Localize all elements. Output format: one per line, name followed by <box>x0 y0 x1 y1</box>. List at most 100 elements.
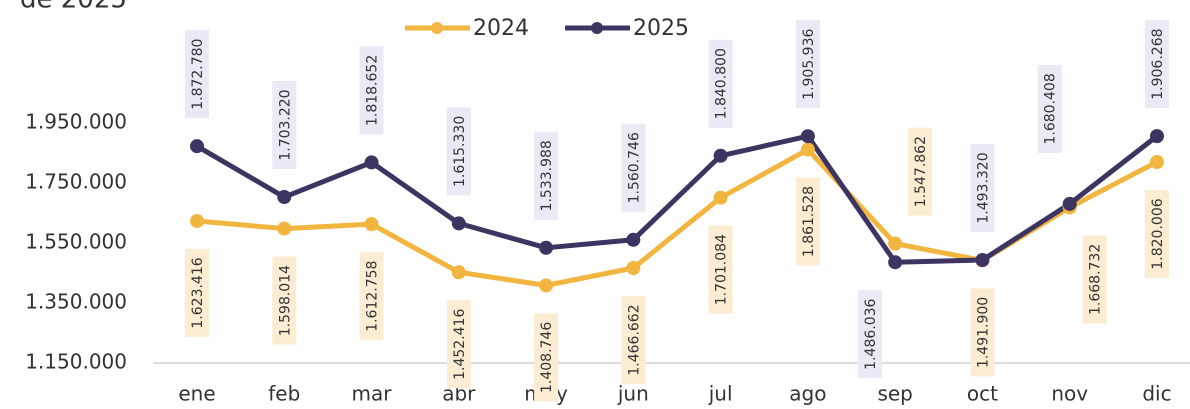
data-label-text: 1.466.662 <box>626 304 642 375</box>
data-label: 1.598.014 <box>272 256 297 345</box>
series-line <box>195 133 1159 265</box>
data-label: 1.408.746 <box>534 313 559 402</box>
data-label-text: 1.623.416 <box>190 257 206 328</box>
x-tick-label: feb <box>268 382 300 406</box>
data-label: 1.452.416 <box>446 300 471 389</box>
point <box>713 148 728 163</box>
point <box>888 236 903 251</box>
data-label-text: 1.820.006 <box>1150 198 1166 269</box>
data-label: 1.491.900 <box>970 288 995 377</box>
point <box>190 213 204 228</box>
data-label-box <box>1082 235 1107 324</box>
data-label-text: 1.547.862 <box>913 136 929 207</box>
data-label-text: 1.872.780 <box>190 39 206 110</box>
x-tick-label: oct <box>967 382 998 406</box>
data-label: 1.872.780 <box>185 30 209 119</box>
data-label: 1.466.662 <box>621 296 646 385</box>
data-label-text: 1.560.746 <box>626 132 642 203</box>
data-label-box <box>359 252 384 341</box>
data-label-box <box>272 81 297 170</box>
data-label-box <box>795 177 820 266</box>
point <box>1149 154 1164 169</box>
data-label-text: 1.668.732 <box>1088 244 1104 315</box>
data-label: 1.493.320 <box>970 144 995 233</box>
point <box>626 232 641 247</box>
data-label-box <box>795 20 820 109</box>
point <box>975 253 990 268</box>
data-label-text: 1.486.036 <box>863 298 879 369</box>
point <box>451 265 466 280</box>
data-label-box <box>970 288 995 377</box>
series-line <box>196 147 1159 288</box>
data-label: 1.668.732 <box>1082 235 1107 324</box>
point <box>364 155 379 170</box>
legend-marker <box>431 22 443 34</box>
data-label: 1.612.758 <box>359 252 384 341</box>
data-label-text: 1.491.900 <box>975 297 991 368</box>
point <box>888 255 903 270</box>
data-label-text: 1.493.320 <box>975 152 991 223</box>
data-label: 1.623.416 <box>185 248 209 337</box>
x-tick-label: ene <box>178 382 215 406</box>
data-label-text: 1.906.268 <box>1150 28 1166 99</box>
y-tick-label: 1.550.000 <box>25 230 127 254</box>
data-label-box <box>185 30 209 119</box>
data-label: 1.818.652 <box>359 46 384 135</box>
data-label-box <box>185 248 209 337</box>
y-tick-label: 1.950.000 <box>25 110 127 134</box>
data-label-box <box>1144 20 1169 109</box>
point <box>1062 196 1077 211</box>
data-label: 1.906.268 <box>1144 20 1169 109</box>
point <box>277 221 292 236</box>
data-label-box <box>621 123 646 212</box>
data-label-box <box>446 107 471 196</box>
data-label-box <box>708 225 733 314</box>
data-label-text: 1.533.988 <box>539 140 555 211</box>
data-label-text: 1.612.758 <box>365 261 381 332</box>
x-tick-label: sep <box>877 382 912 406</box>
data-label: 1.905.936 <box>795 20 820 109</box>
data-label-box <box>708 39 733 128</box>
data-label-text: 1.905.936 <box>801 29 817 100</box>
data-label-text: 1.615.330 <box>452 116 468 187</box>
data-label: 1.533.988 <box>534 131 559 220</box>
data-label: 1.861.528 <box>795 177 820 266</box>
data-label-text: 1.408.746 <box>539 322 555 393</box>
data-label-box <box>908 127 933 216</box>
y-tick-label: 1.350.000 <box>25 290 127 314</box>
data-label-box <box>621 296 646 385</box>
data-label: 1.560.746 <box>621 123 646 212</box>
chart-title: de 2025 <box>20 0 127 15</box>
data-label: 1.680.408 <box>1037 64 1062 153</box>
legend-marker <box>591 22 603 34</box>
point <box>713 190 728 205</box>
data-label: 1.820.006 <box>1144 189 1169 278</box>
x-tick-label: nov <box>1051 382 1088 406</box>
data-label: 1.703.220 <box>272 81 297 170</box>
data-label-text: 1.598.014 <box>277 265 293 336</box>
data-label-box <box>534 131 559 220</box>
point <box>800 129 815 144</box>
point <box>539 240 554 255</box>
point <box>277 190 292 205</box>
data-label-box <box>1144 189 1169 278</box>
x-tick-label: dic <box>1142 382 1171 406</box>
data-label: 1.701.084 <box>708 225 733 314</box>
data-label-box <box>272 256 297 345</box>
x-tick-label: jun <box>617 382 649 406</box>
legend-label: 2025 <box>633 16 689 41</box>
data-label-text: 1.703.220 <box>277 89 293 160</box>
data-label-box <box>534 313 559 402</box>
data-label-text: 1.452.416 <box>452 309 468 380</box>
data-label-text: 1.680.408 <box>1043 73 1059 144</box>
data-label: 1.840.800 <box>708 39 733 128</box>
x-tick-label: jul <box>708 382 733 406</box>
data-label: 1.486.036 <box>858 290 883 379</box>
data-label-text: 1.701.084 <box>714 234 730 305</box>
point <box>626 261 641 276</box>
y-tick-label: 1.150.000 <box>25 350 127 374</box>
data-label-box <box>359 46 384 135</box>
x-tick-label: ago <box>789 382 826 406</box>
data-label: 1.547.862 <box>908 127 933 216</box>
